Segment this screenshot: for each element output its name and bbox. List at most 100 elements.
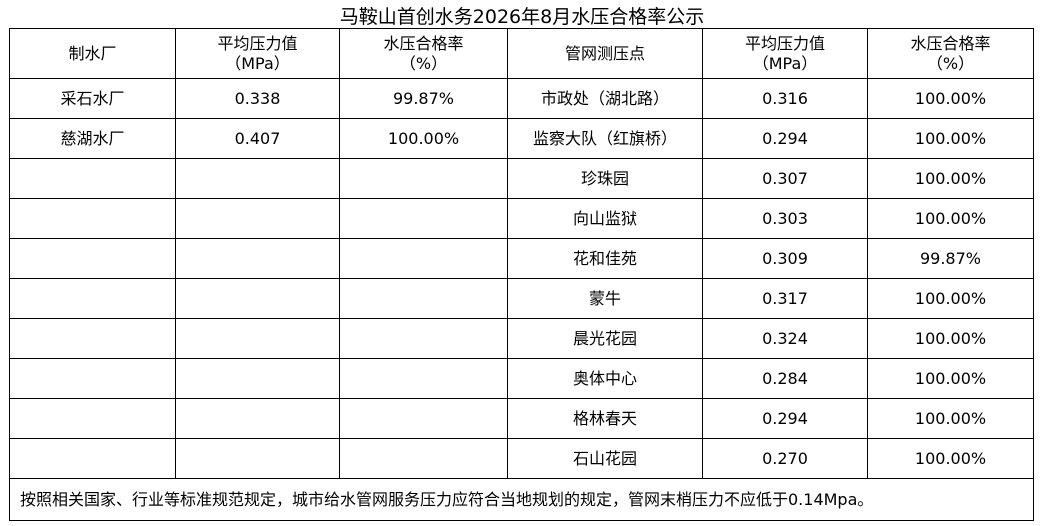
point-text: 0.324 bbox=[762, 328, 808, 348]
point-cell: 0.316 bbox=[702, 78, 868, 119]
plant-text: 0.338 bbox=[234, 88, 281, 108]
header-text: （MPa） bbox=[225, 53, 290, 73]
point-cell: 100.00% bbox=[867, 318, 1034, 359]
header-cell: 水压合格率 （%） bbox=[867, 28, 1034, 79]
plant-cell bbox=[175, 358, 340, 399]
point-cell: 0.317 bbox=[702, 278, 868, 319]
point-text: 格林春天 bbox=[572, 408, 637, 428]
point-cell: 0.270 bbox=[702, 438, 868, 479]
plant-cell: 100.00% bbox=[339, 118, 508, 159]
header-text: 制水厂 bbox=[68, 43, 117, 63]
point-text: 0.284 bbox=[762, 368, 808, 388]
plant-cell bbox=[9, 318, 176, 359]
plant-cell: 慈湖水厂 bbox=[9, 118, 176, 159]
point-cell: 晨光花园 bbox=[507, 318, 703, 359]
point-cell: 100.00% bbox=[867, 118, 1034, 159]
point-cell: 0.324 bbox=[702, 318, 868, 359]
point-text: 蒙牛 bbox=[588, 288, 621, 308]
header-cell: 平均压力值 （MPa） bbox=[175, 28, 340, 79]
point-text: 0.316 bbox=[762, 88, 808, 108]
plant-cell bbox=[175, 398, 340, 439]
plant-cell bbox=[9, 358, 176, 399]
point-text: 奥体中心 bbox=[572, 368, 637, 388]
point-text: 珍珠园 bbox=[580, 168, 629, 188]
point-cell: 0.294 bbox=[702, 118, 868, 159]
plant-cell: 99.87% bbox=[339, 78, 508, 119]
point-text: 0.294 bbox=[762, 408, 808, 428]
point-cell: 0.303 bbox=[702, 198, 868, 239]
plant-cell bbox=[175, 318, 340, 359]
header-cell: 管网测压点 bbox=[507, 28, 703, 79]
plant-cell bbox=[9, 238, 176, 279]
plant-cell bbox=[175, 198, 340, 239]
plant-cell bbox=[339, 238, 508, 279]
plant-cell bbox=[339, 198, 508, 239]
header-text: 水压合格率 bbox=[383, 33, 464, 53]
point-cell: 100.00% bbox=[867, 198, 1034, 239]
header-cell: 水压合格率 （%） bbox=[339, 28, 508, 79]
point-text: 100.00% bbox=[914, 288, 987, 308]
point-cell: 石山花园 bbox=[507, 438, 703, 479]
note-text: 按照相关国家、行业等标准规范规定，城市给水管网服务压力应符合当地规划的规定，管网… bbox=[20, 489, 874, 509]
point-cell: 100.00% bbox=[867, 78, 1034, 119]
point-cell: 100.00% bbox=[867, 358, 1034, 399]
point-text: 100.00% bbox=[914, 368, 987, 388]
plant-text: 采石水厂 bbox=[60, 88, 125, 108]
header-text: 水压合格率 bbox=[910, 33, 991, 53]
plant-cell: 0.407 bbox=[175, 118, 340, 159]
point-text: 100.00% bbox=[914, 208, 987, 228]
point-cell: 0.294 bbox=[702, 398, 868, 439]
header-cell: 平均压力值 （MPa） bbox=[702, 28, 868, 79]
plant-cell: 0.338 bbox=[175, 78, 340, 119]
plant-cell bbox=[9, 398, 176, 439]
plant-cell bbox=[9, 278, 176, 319]
plant-cell bbox=[339, 158, 508, 199]
note-cell: 按照相关国家、行业等标准规范规定，城市给水管网服务压力应符合当地规划的规定，管网… bbox=[9, 478, 1034, 521]
point-cell: 珍珠园 bbox=[507, 158, 703, 199]
plant-cell bbox=[9, 158, 176, 199]
sheet-title: 马鞍山首创水务2026年8月水压合格率公示 bbox=[339, 6, 705, 28]
point-cell: 100.00% bbox=[867, 278, 1034, 319]
plant-cell: 采石水厂 bbox=[9, 78, 176, 119]
point-cell: 0.307 bbox=[702, 158, 868, 199]
point-text: 石山花园 bbox=[572, 448, 637, 468]
point-cell: 0.284 bbox=[702, 358, 868, 399]
point-cell: 0.309 bbox=[702, 238, 868, 279]
point-text: 100.00% bbox=[914, 448, 987, 468]
point-cell: 市政处（湖北路） bbox=[507, 78, 703, 119]
point-cell: 奥体中心 bbox=[507, 358, 703, 399]
header-cell: 制水厂 bbox=[9, 28, 176, 79]
plant-text: 100.00% bbox=[387, 128, 460, 148]
point-cell: 100.00% bbox=[867, 398, 1034, 439]
point-text: 0.309 bbox=[762, 248, 808, 268]
point-cell: 向山监狱 bbox=[507, 198, 703, 239]
header-text: （%） bbox=[926, 53, 975, 73]
header-text: （MPa） bbox=[752, 53, 818, 73]
point-cell: 99.87% bbox=[867, 238, 1034, 279]
plant-cell bbox=[175, 438, 340, 479]
plant-cell bbox=[339, 398, 508, 439]
plant-cell bbox=[175, 238, 340, 279]
point-text: 100.00% bbox=[914, 128, 987, 148]
point-text: 监察大队（红旗桥） bbox=[532, 128, 677, 148]
point-text: 100.00% bbox=[914, 408, 987, 428]
plant-cell bbox=[9, 438, 176, 479]
point-cell: 格林春天 bbox=[507, 398, 703, 439]
point-text: 晨光花园 bbox=[572, 328, 637, 348]
plant-cell bbox=[339, 438, 508, 479]
header-text: 平均压力值 bbox=[744, 33, 825, 53]
point-text: 0.294 bbox=[762, 128, 808, 148]
point-cell: 蒙牛 bbox=[507, 278, 703, 319]
header-text: 平均压力值 bbox=[217, 33, 298, 53]
point-text: 0.307 bbox=[762, 168, 808, 188]
header-text: 管网测压点 bbox=[564, 43, 645, 63]
plant-text: 99.87% bbox=[392, 88, 454, 108]
header-text: （%） bbox=[399, 53, 448, 73]
point-text: 100.00% bbox=[914, 88, 987, 108]
plant-cell bbox=[175, 278, 340, 319]
point-text: 100.00% bbox=[914, 168, 987, 188]
plant-cell bbox=[339, 358, 508, 399]
point-text: 99.87% bbox=[919, 248, 981, 268]
point-cell: 花和佳苑 bbox=[507, 238, 703, 279]
